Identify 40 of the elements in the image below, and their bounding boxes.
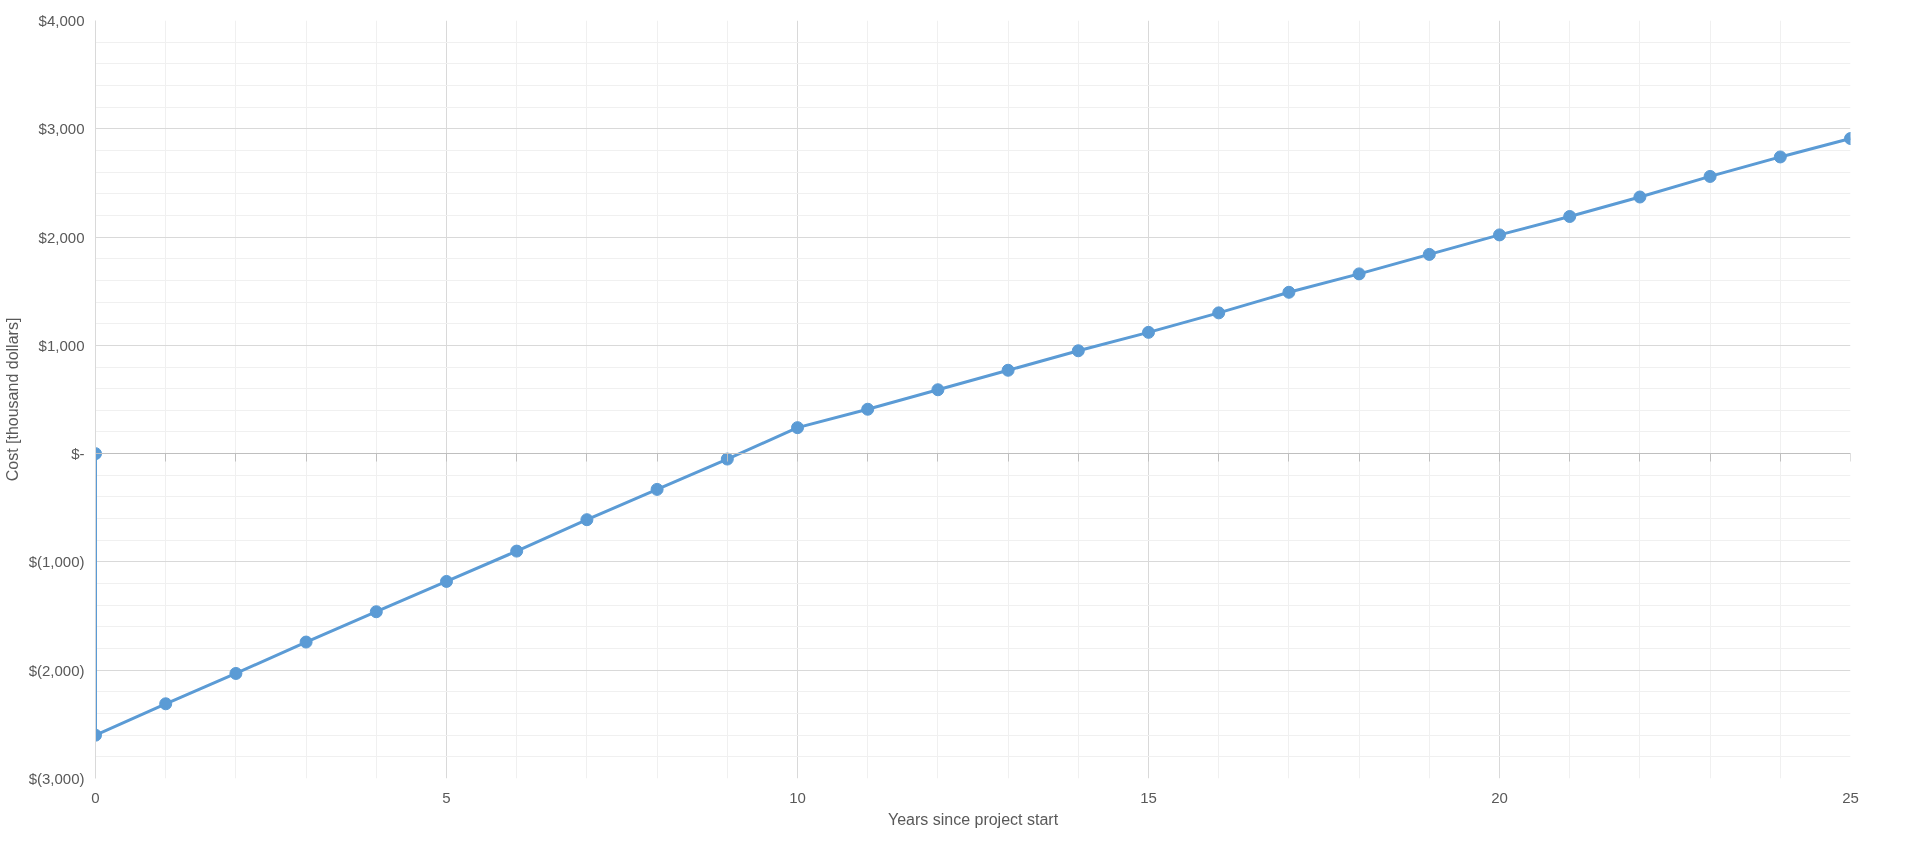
point bbox=[1422, 247, 1436, 261]
y-tick-label: $4,000 bbox=[38, 12, 85, 29]
point bbox=[1142, 325, 1155, 339]
point bbox=[931, 383, 945, 397]
point bbox=[1633, 190, 1647, 204]
point bbox=[720, 452, 734, 466]
point bbox=[650, 482, 664, 496]
point bbox=[1773, 150, 1787, 164]
y-tick-label: $3,000 bbox=[38, 120, 85, 138]
point bbox=[1352, 267, 1366, 281]
y-tick-label: $(1,000) bbox=[28, 553, 85, 571]
y-axis-title: Cost [thousand dollars] bbox=[3, 317, 21, 482]
x-tick-label: 10 bbox=[789, 788, 806, 806]
point bbox=[1001, 363, 1015, 377]
point bbox=[1703, 169, 1717, 183]
x-tick-label: 20 bbox=[1491, 788, 1508, 806]
point bbox=[1071, 344, 1085, 358]
point bbox=[1493, 228, 1506, 242]
point bbox=[1212, 306, 1226, 320]
point bbox=[510, 544, 524, 558]
y-tick-label: $(3,000) bbox=[28, 770, 85, 787]
point bbox=[1563, 210, 1577, 223]
y-tick-label: $(2,000) bbox=[28, 661, 85, 679]
point bbox=[1282, 285, 1296, 299]
y-tick-label: $2,000 bbox=[38, 228, 85, 246]
x-tick-label: 0 bbox=[91, 788, 100, 806]
point bbox=[369, 605, 383, 619]
x-tick-label: 5 bbox=[442, 788, 451, 806]
x-axis-title: Years since project start bbox=[887, 810, 1059, 828]
point bbox=[440, 574, 453, 588]
x-tick-label: 15 bbox=[1140, 788, 1157, 806]
point bbox=[299, 635, 313, 649]
point bbox=[580, 513, 594, 527]
point bbox=[229, 666, 243, 680]
y-tick-label: $1,000 bbox=[38, 336, 85, 354]
x-tick-label: 25 bbox=[1842, 788, 1859, 806]
point bbox=[861, 402, 875, 416]
point bbox=[791, 421, 804, 435]
y-tick-label: $- bbox=[71, 445, 85, 463]
point bbox=[159, 697, 173, 711]
